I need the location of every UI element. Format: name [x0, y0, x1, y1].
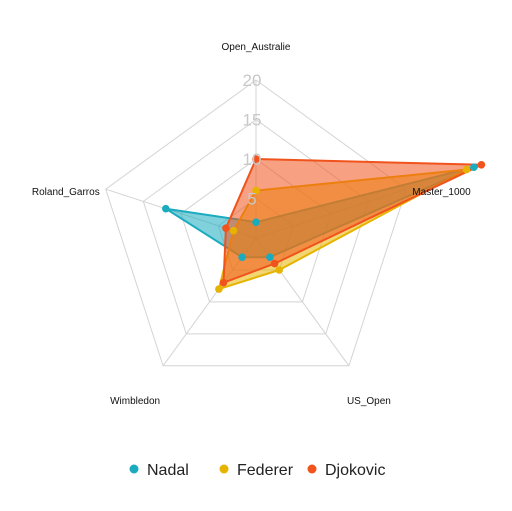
point-federer-wimbledon: [215, 285, 223, 293]
legend-label-federer: Federer: [237, 462, 294, 479]
point-nadal-wimbledon: [238, 253, 246, 261]
axis-label-wimbledon: Wimbledon: [110, 396, 160, 407]
point-nadal-master_1000: [470, 163, 478, 171]
point-nadal-us_open: [266, 253, 274, 261]
series-points: [162, 155, 486, 293]
point-federer-us_open: [275, 266, 284, 274]
point-federer-open_australie: [252, 186, 260, 195]
point-djokovic-us_open: [270, 259, 279, 268]
point-nadal-open_australie: [252, 218, 260, 226]
series-areas: [164, 158, 483, 291]
legend-label-djokovic: Djokovic: [325, 462, 385, 479]
legend-marker-federer: [219, 464, 229, 474]
point-djokovic-wimbledon: [219, 278, 228, 287]
axis-labels: Open_Australie Master_1000 US_Open Wimbledo…: [32, 42, 471, 407]
axis-label-us_open: US_Open: [347, 396, 391, 407]
legend-marker-djokovic: [307, 464, 317, 474]
point-djokovic-roland_garros: [222, 224, 230, 232]
point-djokovic-master_1000: [477, 161, 486, 169]
point-federer-roland_garros: [229, 226, 238, 235]
point-nadal-roland_garros: [162, 204, 170, 213]
axis-label-master_1000: Master_1000: [412, 187, 471, 198]
tick-label-5: 5: [247, 190, 256, 209]
axis-label-open_australie: Open_Australie: [222, 42, 291, 53]
point-djokovic-open_australie: [252, 155, 260, 163]
radial-tick-labels: 5 10 15 20: [243, 71, 262, 209]
tick-label-10: 10: [243, 150, 262, 169]
legend-label-nadal: Nadal: [147, 462, 189, 479]
legend: Nadal Federer Djokovic: [129, 462, 385, 479]
series-area-djokovic: [222, 158, 483, 284]
point-federer-master_1000: [462, 165, 471, 174]
legend-marker-nadal: [129, 464, 139, 474]
tick-label-15: 15: [243, 111, 262, 130]
tick-label-20: 20: [243, 71, 262, 90]
axis-label-roland_garros: Roland_Garros: [32, 187, 100, 198]
